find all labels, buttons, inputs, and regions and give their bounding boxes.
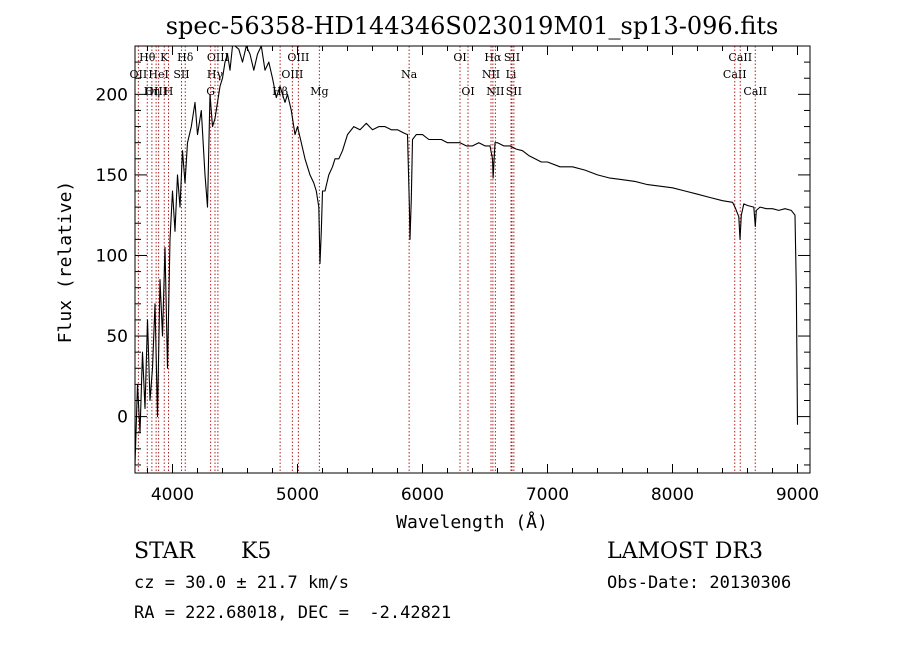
spectral-line-label: NII [482,68,500,81]
spectral-line-label: Hη [144,85,160,98]
x-axis: 4000 5000 6000 7000 8000 9000 [147,46,819,505]
y-tick-label: 200 [96,85,128,105]
ra-dec-coordinates: RA = 222.68018, DEC = -2.42821 [134,603,452,623]
spectral-line-label: Na [401,68,418,81]
spectral-line-label: OIII [287,51,309,64]
spectral-line-label: Mg [310,85,328,98]
spectral-line-label: CaII [728,51,752,64]
y-axis-label: Flux (relative) [55,181,76,344]
spectral-line-label: SII [506,85,522,98]
spectral-line-label: SII [173,68,189,81]
spectral-line-label: OI [453,51,466,64]
spectral-line-label: Li [506,68,517,81]
spectral-line-label: HeI [148,68,168,81]
spectral-line-label: OIII [207,51,229,64]
x-axis-label: Wavelength (Å) [396,511,548,533]
spectral-line-label: CaII [723,68,747,81]
spectral-line-label: G [206,85,215,98]
y-tick-label: 100 [96,246,128,266]
x-tick-label: 7000 [526,485,569,505]
redshift-cz: cz = 30.0 ± 21.7 km/s [134,573,349,593]
x-tick-label: 4000 [151,485,194,505]
observation-date: Obs-Date: 20130306 [607,573,792,593]
y-axis: 0 50 100 150 200 [96,45,810,466]
spectral-line-label: K [160,51,169,64]
spectral-line-label: Hα [484,51,502,64]
spectral-line-label: OII [130,68,148,81]
spectral-line-label: NII [486,85,504,98]
x-tick-label: 9000 [776,485,819,505]
chart-title: spec-56358-HD144346S023019M01_sp13-096.f… [166,12,779,40]
spectral-line-label: H [164,85,174,98]
spectral-line-label: OIII [145,85,167,98]
y-tick-label: 150 [96,166,128,186]
spectral-line-label: OI [461,85,474,98]
spectral-line-label: SII [504,51,520,64]
spectral-line-label: Hδ [177,51,194,64]
x-tick-label: 6000 [401,485,444,505]
flux-series-line [134,45,799,465]
x-tick-label: 5000 [276,485,319,505]
object-subclass: K5 [241,539,272,564]
spectral-line-label: Hγ [207,68,224,81]
y-tick-label: 50 [106,327,128,347]
spectral-line-label: OIII [281,68,303,81]
spectral-line-label: Hθ [139,51,156,64]
object-class: STAR [134,539,195,564]
x-tick-label: 8000 [651,485,694,505]
plot-frame [134,45,811,474]
spectral-line-label: CaII [743,85,767,98]
y-tick-label: 0 [117,408,128,428]
survey-name: LAMOST DR3 [607,539,763,564]
